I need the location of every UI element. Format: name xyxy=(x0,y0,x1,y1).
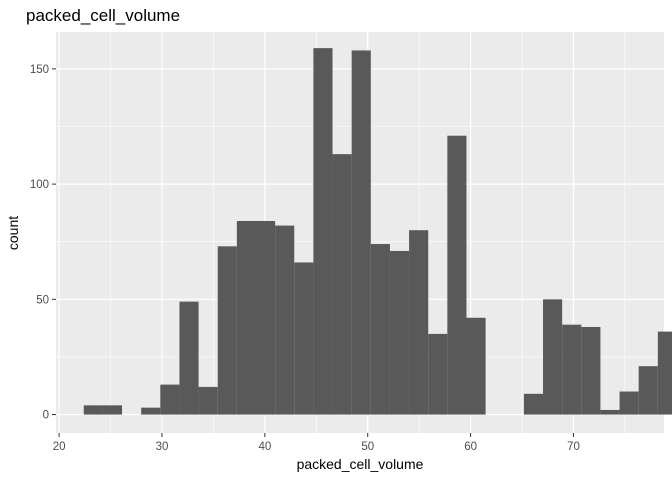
x-tick-label: 20 xyxy=(53,441,66,453)
histogram-bar xyxy=(638,366,658,415)
histogram-bar xyxy=(600,409,620,415)
y-axis: 0 50 100 150 xyxy=(30,64,56,422)
grid-major-lines xyxy=(56,32,664,433)
histogram-bar xyxy=(236,220,256,415)
histogram-bar xyxy=(543,299,563,415)
histogram-bar xyxy=(255,220,276,415)
histogram-bar xyxy=(83,405,103,415)
histogram-bar xyxy=(523,393,544,415)
histogram-bar xyxy=(581,326,601,415)
histogram-bar xyxy=(370,244,390,415)
histogram-bar xyxy=(351,50,371,415)
histogram-bar xyxy=(389,250,410,415)
x-tick-label: 70 xyxy=(567,441,580,453)
x-axis-title: packed_cell_volume xyxy=(297,456,424,472)
histogram-bar xyxy=(179,301,199,415)
x-tick-label: 50 xyxy=(361,441,374,453)
histogram-bar xyxy=(198,386,218,415)
y-axis-title: count xyxy=(5,216,21,250)
histogram-bar xyxy=(141,407,161,415)
histogram-bar xyxy=(428,333,448,415)
histogram-bar xyxy=(657,331,672,415)
histogram-bar xyxy=(562,324,582,415)
histogram-bar xyxy=(102,405,123,415)
histogram-bar xyxy=(294,262,314,415)
histogram-bar xyxy=(275,225,295,415)
bars xyxy=(83,48,672,415)
x-tick-label: 30 xyxy=(156,441,169,453)
histogram-bar xyxy=(160,384,180,415)
x-axis: 20 30 40 50 60 70 xyxy=(53,433,580,453)
y-tick-label: 50 xyxy=(36,294,49,306)
y-tick-label: 0 xyxy=(43,410,49,422)
histogram-bar xyxy=(332,154,352,415)
histogram-bar xyxy=(313,48,333,415)
histogram-bar xyxy=(619,391,639,415)
histogram-bar xyxy=(466,317,486,415)
histogram-bar xyxy=(409,230,429,415)
histogram-bar xyxy=(447,135,467,415)
histogram-bar xyxy=(217,246,237,415)
y-tick-label: 150 xyxy=(30,64,49,76)
chart-title: packed_cell_volume xyxy=(26,6,180,25)
x-tick-label: 60 xyxy=(464,441,477,453)
y-tick-label: 100 xyxy=(30,179,49,191)
x-tick-label: 40 xyxy=(258,441,271,453)
